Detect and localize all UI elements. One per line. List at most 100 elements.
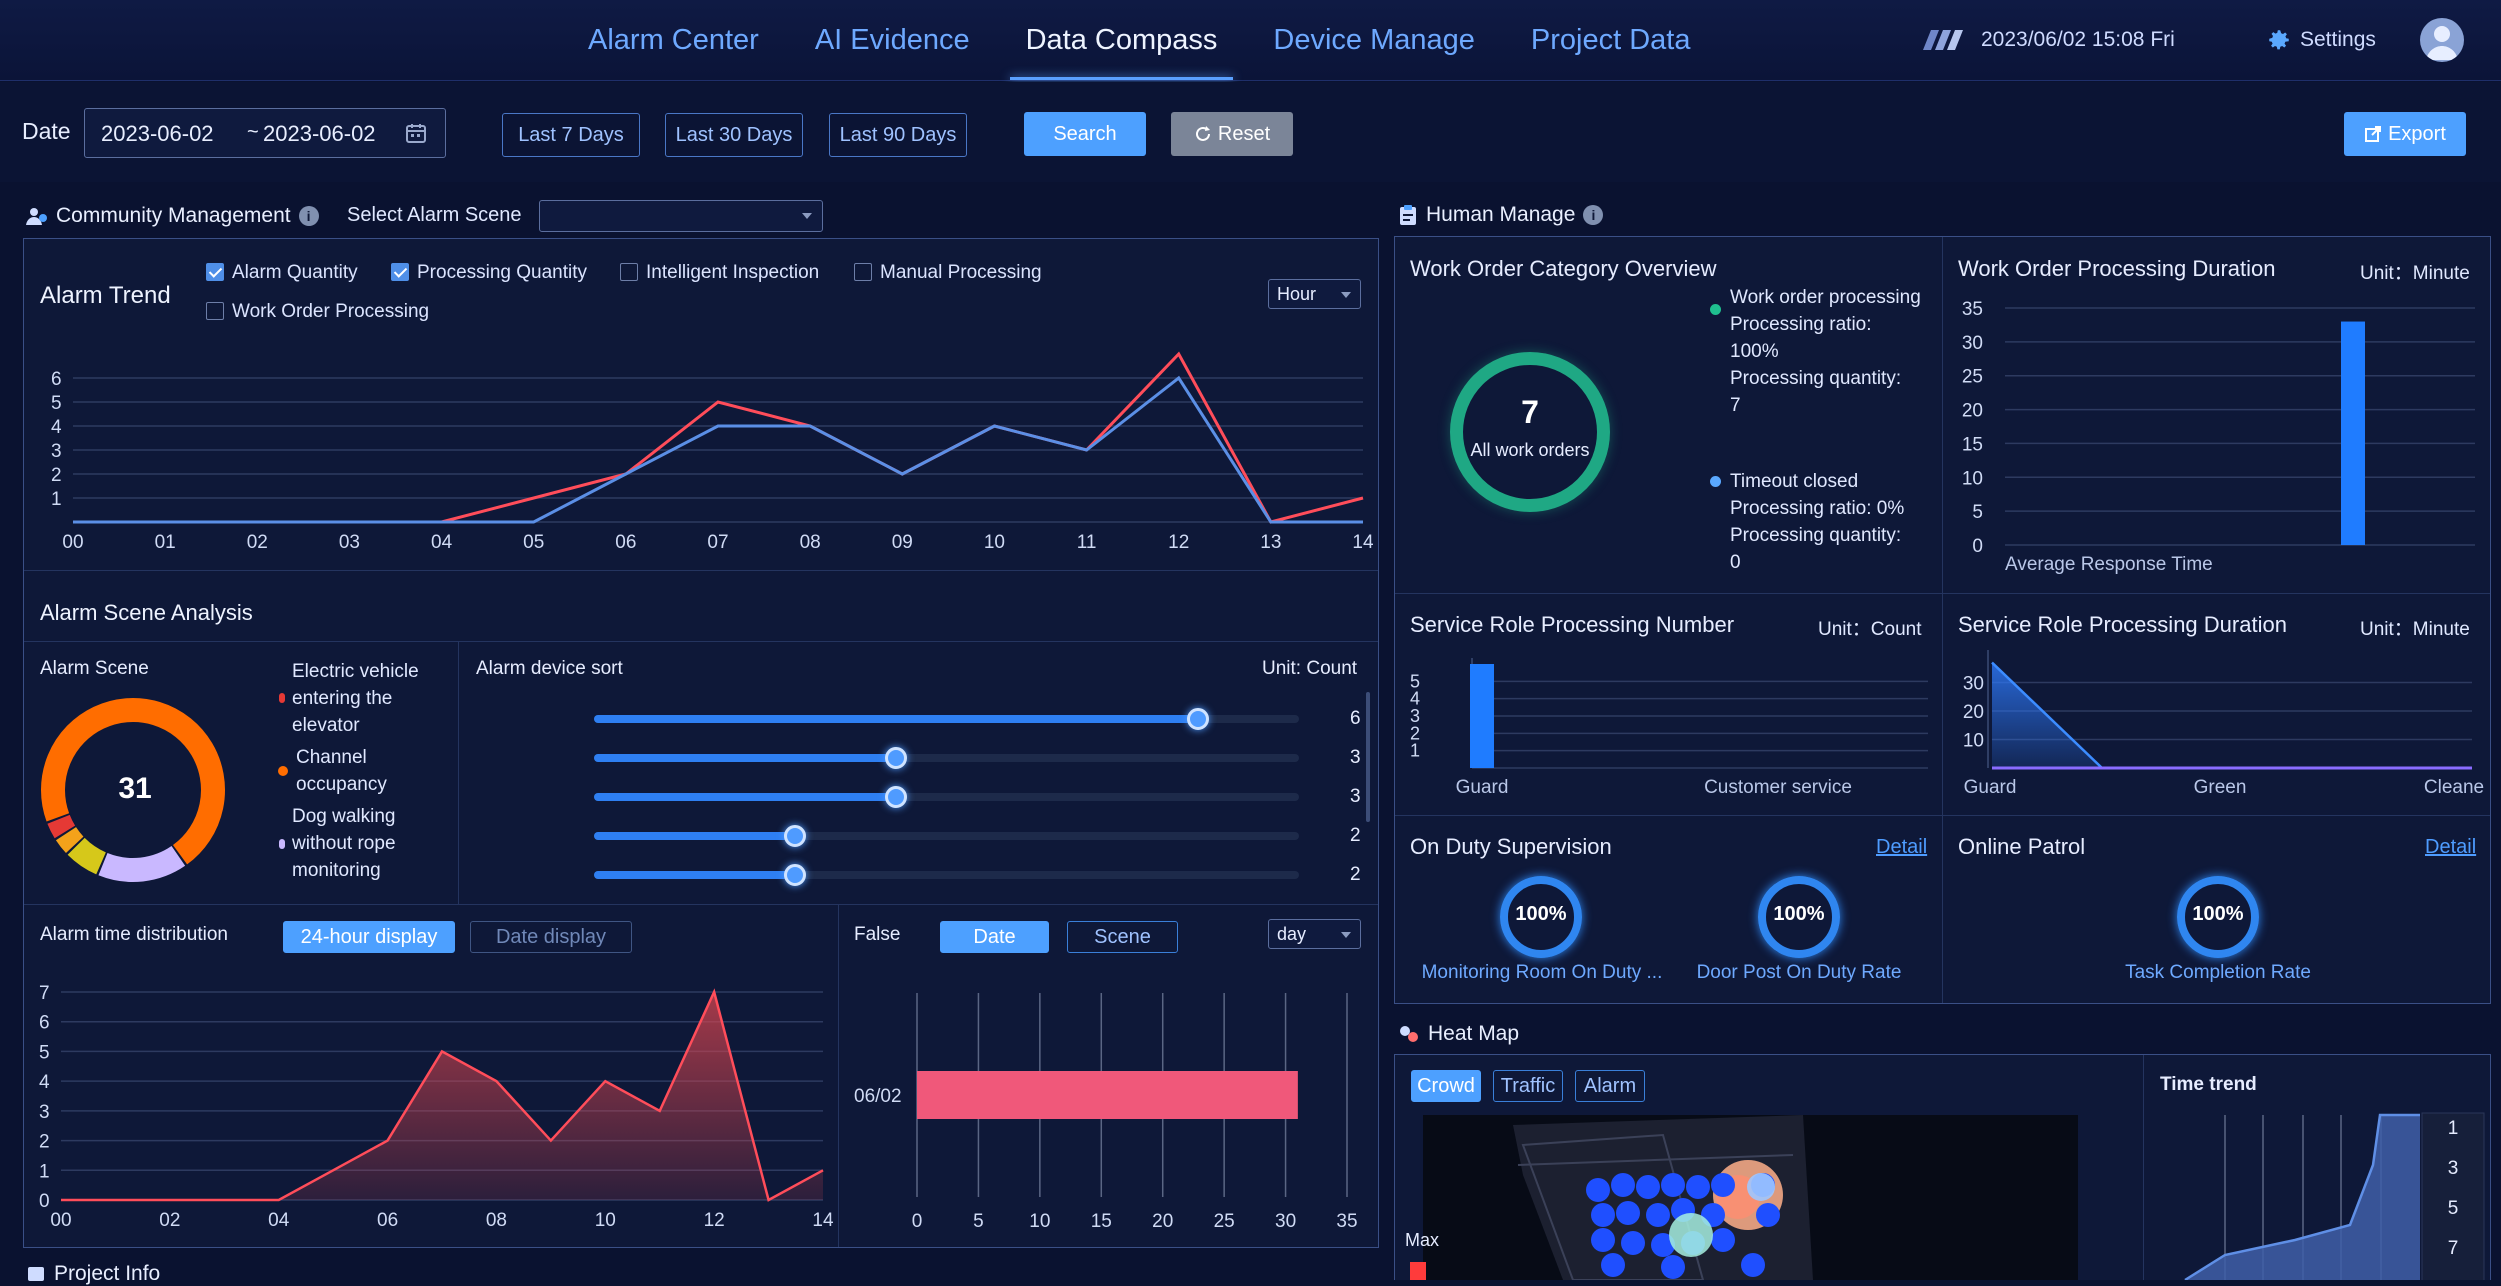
checkbox-unchecked-icon xyxy=(620,263,638,281)
y-tick-label: 6 xyxy=(51,369,62,390)
device-sort-row[interactable]: 2 xyxy=(594,825,1374,847)
y-tick-label: 30 xyxy=(1962,333,1983,354)
last-30-days-button[interactable]: Last 30 Days xyxy=(665,113,803,157)
intelligent-inspection-checkbox[interactable]: Intelligent Inspection xyxy=(620,262,819,284)
alarm-tab[interactable]: Alarm xyxy=(1575,1070,1645,1102)
x-tick-label: Green xyxy=(2194,777,2247,798)
last-90-days-button[interactable]: Last 90 Days xyxy=(829,113,967,157)
settings-button[interactable]: Settings xyxy=(2266,0,2376,80)
nav-tab-device-manage[interactable]: Device Manage xyxy=(1273,24,1475,56)
export-button[interactable]: Export xyxy=(2344,112,2466,156)
last-7-days-button[interactable]: Last 7 Days xyxy=(502,113,640,157)
date-start: 2023-06-02 xyxy=(101,121,214,146)
crowd-tab[interactable]: Crowd xyxy=(1411,1070,1481,1102)
wo-total: 7 xyxy=(1521,394,1539,430)
area-line xyxy=(61,988,824,1202)
y-tick-label: 2 xyxy=(1410,723,1420,743)
period-select[interactable]: day xyxy=(1268,919,1361,949)
x-tick-label: 06 xyxy=(615,532,636,553)
time-trend-chart: 1 3 5 7 xyxy=(2184,1112,2485,1280)
slider-knob[interactable] xyxy=(885,786,907,808)
manual-processing-checkbox[interactable]: Manual Processing xyxy=(854,262,1042,284)
nav-tab-data-compass[interactable]: Data Compass xyxy=(998,0,1246,80)
x-tick-label: 00 xyxy=(50,1210,71,1231)
wo-legend-ratio-label: Processing ratio: xyxy=(1730,314,1872,335)
date-display-tab[interactable]: Date display xyxy=(470,921,632,953)
wo-legend-qty-label: Processing quantity: xyxy=(1730,525,1902,546)
user-avatar-icon xyxy=(2426,26,2458,60)
false-alarm-chart: 0 5 10 15 20 25 30 35 06/02 xyxy=(854,993,1358,1232)
project-info-title: Project Info xyxy=(54,1262,161,1285)
nav-tab-alarm-center[interactable]: Alarm Center xyxy=(588,24,759,56)
scrollbar[interactable] xyxy=(1366,692,1370,822)
alarm-scene-select[interactable] xyxy=(539,200,823,232)
wo-legend-ratio: 0% xyxy=(1876,498,1905,519)
project-info-header: Project Info xyxy=(26,1262,160,1286)
reset-label: Reset xyxy=(1217,122,1271,145)
slider-knob[interactable] xyxy=(784,864,806,886)
alarm-quantity-checkbox[interactable]: Alarm Quantity xyxy=(206,262,358,284)
donut-slice xyxy=(47,814,76,839)
x-tick-label: 25 xyxy=(1214,1211,1235,1232)
device-sort-row[interactable]: 3 xyxy=(594,786,1374,808)
avatar[interactable] xyxy=(2420,18,2464,62)
export-label: Export xyxy=(2388,122,2446,145)
patrol-title: Online Patrol xyxy=(1958,834,2086,859)
patrol-detail-link[interactable]: Detail xyxy=(2425,836,2477,858)
processing-quantity-checkbox[interactable]: Processing Quantity xyxy=(391,262,587,284)
srv-dur-unit: Unit：Minute xyxy=(2360,619,2470,640)
device-sort-unit: Unit: Count xyxy=(1262,658,1358,679)
slider-fill xyxy=(594,793,896,801)
wo-legend-qty: 7 xyxy=(1730,395,1741,416)
scene-legend-item: Electric vehicle entering the elevator xyxy=(276,658,436,739)
date-range-picker[interactable]: 2023-06-02 ~ 2023-06-02 xyxy=(84,108,446,158)
x-tick-label: 02 xyxy=(247,532,268,553)
false-date-tab[interactable]: Date xyxy=(940,921,1049,953)
checkbox-unchecked-icon xyxy=(206,302,224,320)
device-sort-row[interactable]: 6 xyxy=(594,708,1374,730)
reset-button[interactable]: Reset xyxy=(1171,112,1293,156)
24h-display-tab[interactable]: 24-hour display xyxy=(283,921,455,953)
x-tick-label: 09 xyxy=(892,532,913,553)
y-tick-label: 25 xyxy=(1962,367,1983,388)
device-sort-row[interactable]: 3 xyxy=(594,747,1374,769)
heat-map-canvas[interactable] xyxy=(1423,1115,2078,1280)
y-tick-label: 3 xyxy=(1410,706,1420,726)
trend-granularity-select[interactable]: Hour xyxy=(1268,279,1361,309)
false-label: False xyxy=(854,924,901,945)
nav-tab-ai-evidence[interactable]: AI Evidence xyxy=(814,24,970,56)
x-tick-label: 07 xyxy=(707,532,728,553)
false-scene-tab[interactable]: Scene xyxy=(1067,921,1178,953)
x-tick-label: 00 xyxy=(62,532,83,553)
device-count: 3 xyxy=(1350,747,1361,768)
y-tick-label: 10 xyxy=(1963,731,1984,752)
slider-knob[interactable] xyxy=(885,747,907,769)
slider-knob[interactable] xyxy=(1187,708,1209,730)
y-tick-label: 0 xyxy=(39,1191,50,1212)
human-manage-header: Human Manage i xyxy=(1398,203,1604,227)
checkbox-checked-icon xyxy=(391,263,409,281)
x-tick-label: 05 xyxy=(523,532,544,553)
search-button[interactable]: Search xyxy=(1024,112,1146,156)
y-tick-label: 5 xyxy=(51,393,62,414)
slider-knob[interactable] xyxy=(784,825,806,847)
work-order-processing-checkbox[interactable]: Work Order Processing xyxy=(206,301,429,323)
series-line xyxy=(73,375,1363,524)
checkbox-checked-icon xyxy=(206,263,224,281)
x-tick-label: 0 xyxy=(912,1211,923,1232)
time-dist-title: Alarm time distribution xyxy=(40,924,228,945)
device-sort-row[interactable]: 2 xyxy=(594,864,1374,886)
x-tick-label: 04 xyxy=(268,1210,290,1231)
traffic-tab[interactable]: Traffic xyxy=(1493,1070,1563,1102)
info-icon[interactable]: i xyxy=(298,206,319,226)
tick-strip xyxy=(2421,1112,2485,1280)
on-duty-detail-link[interactable]: Detail xyxy=(1876,836,1928,858)
date-separator: ~ xyxy=(247,121,259,143)
wo-legend-ratio-label: Processing ratio: xyxy=(1730,498,1872,519)
info-icon[interactable]: i xyxy=(1583,205,1604,225)
legend-dot xyxy=(279,693,285,703)
heat-legend-bar xyxy=(1410,1262,1426,1280)
brand-stripes-icon xyxy=(1923,30,1963,50)
nav-tab-project-data[interactable]: Project Data xyxy=(1530,24,1691,56)
area-fill xyxy=(1992,662,2472,768)
